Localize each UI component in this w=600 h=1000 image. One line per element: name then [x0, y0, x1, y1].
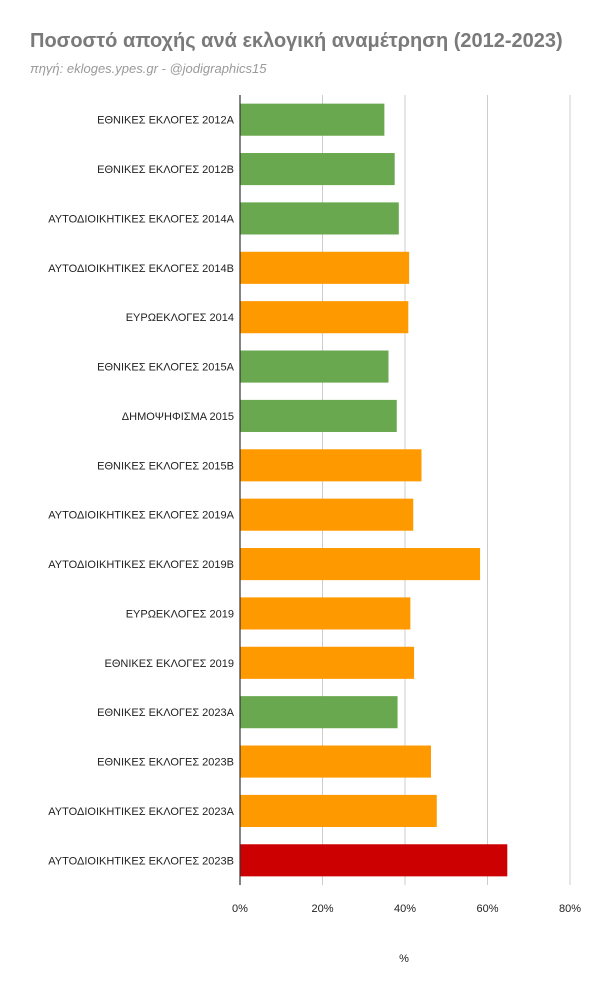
bar — [240, 794, 437, 827]
bar — [240, 350, 389, 383]
category-label: ΕΥΡΩΕΚΛΟΓΕΣ 2014 — [126, 312, 234, 324]
bar — [240, 745, 431, 778]
bar — [240, 301, 409, 334]
category-label: ΕΘΝΙΚΕΣ ΕΚΛΟΓΕΣ 2023Β — [97, 757, 234, 769]
category-label: ΑΥΤΟΔΙΟΙΚΗΤΙΚΕΣ ΕΚΛΟΓΕΣ 2023Α — [48, 806, 234, 818]
category-label: ΕΘΝΙΚΕΣ ΕΚΛΟΓΕΣ 2023Α — [97, 707, 234, 719]
bar — [240, 646, 415, 679]
bar — [240, 597, 411, 630]
category-label: ΕΘΝΙΚΕΣ ΕΚΛΟΓΕΣ 2012Β — [97, 164, 234, 176]
category-label: ΑΥΤΟΔΙΟΙΚΗΤΙΚΕΣ ΕΚΛΟΓΕΣ 2023Β — [48, 855, 234, 867]
category-label: ΑΥΤΟΔΙΟΙΚΗΤΙΚΕΣ ΕΚΛΟΓΕΣ 2019Α — [48, 510, 234, 522]
x-tick-label: 0% — [232, 903, 248, 915]
bar — [240, 251, 410, 284]
x-tick-label: 20% — [311, 903, 333, 915]
bar — [240, 844, 508, 877]
x-tick-label: 80% — [559, 903, 581, 915]
category-label: ΕΘΝΙΚΕΣ ΕΚΛΟΓΕΣ 2012Α — [97, 115, 234, 127]
bar — [240, 449, 422, 482]
category-label: ΔΗΜΟΨΗΦΙΣΜΑ 2015 — [122, 411, 234, 423]
bar — [240, 153, 395, 186]
category-label: ΕΘΝΙΚΕΣ ΕΚΛΟΓΕΣ 2019 — [105, 658, 235, 670]
bar — [240, 202, 399, 235]
bar — [240, 399, 397, 432]
x-tick-label: 60% — [476, 903, 498, 915]
category-label: ΑΥΤΟΔΙΟΙΚΗΤΙΚΕΣ ΕΚΛΟΓΕΣ 2014Α — [48, 213, 234, 225]
bar — [240, 696, 398, 729]
x-axis-title: % — [399, 953, 409, 965]
category-label: ΑΥΤΟΔΙΟΙΚΗΤΙΚΕΣ ΕΚΛΟΓΕΣ 2019Β — [48, 559, 234, 571]
category-label: ΕΘΝΙΚΕΣ ΕΚΛΟΓΕΣ 2015Β — [97, 460, 234, 472]
x-tick-label: 40% — [394, 903, 416, 915]
bar — [240, 548, 481, 581]
category-label: ΕΘΝΙΚΕΣ ΕΚΛΟΓΕΣ 2015Α — [97, 362, 234, 374]
bar — [240, 103, 385, 136]
chart-subtitle: πηγή: ekloges.ypes.gr - @jodigraphics15 — [30, 61, 267, 76]
chart-title: Ποσοστό αποχής ανά εκλογική αναμέτρηση (… — [30, 30, 563, 52]
category-label: ΑΥΤΟΔΙΟΙΚΗΤΙΚΕΣ ΕΚΛΟΓΕΣ 2014Β — [48, 263, 234, 275]
bar — [240, 498, 414, 531]
category-label: ΕΥΡΩΕΚΛΟΓΕΣ 2019 — [126, 608, 234, 620]
